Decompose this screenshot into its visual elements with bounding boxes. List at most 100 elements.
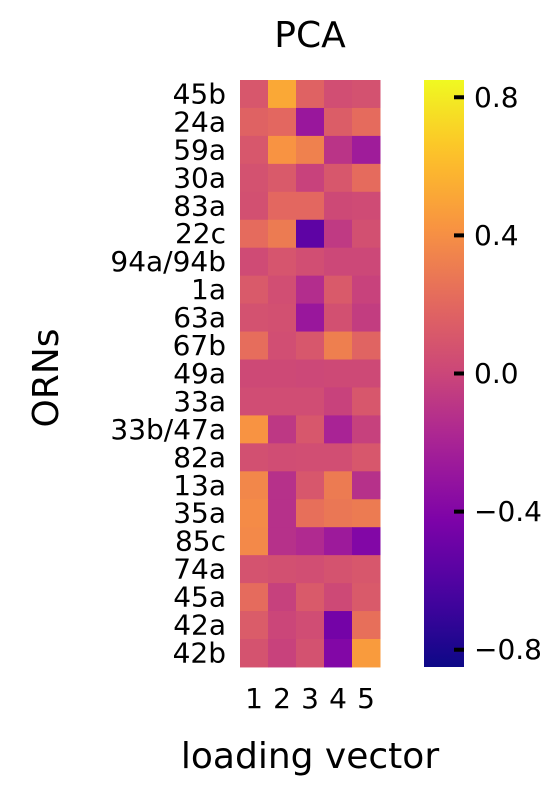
heatmap-cell [268,219,297,249]
heatmap-cell [296,303,325,333]
x-axis-label: loading vector [181,736,439,777]
heatmap-cell [268,611,297,640]
heatmap-cell [352,219,381,249]
heatmap-cell [324,639,353,668]
y-tick-label: 33a [173,385,226,418]
heatmap-cell [240,275,269,305]
heatmap-cell [240,107,269,137]
heatmap-cell [296,611,325,640]
heatmap-cell [352,247,381,277]
y-tick-label: 35a [173,497,226,530]
colorbar-tick-label: −0.8 [474,633,542,666]
heatmap-cell [324,163,353,193]
heatmap-cell [352,331,381,360]
heatmap-cell [296,387,325,416]
heatmap-cell [296,331,325,360]
heatmap-cell [268,499,297,528]
heatmap-cell [324,80,353,109]
heatmap-cells [240,80,381,668]
heatmap-cell [352,611,381,640]
heatmap-cell [352,387,381,416]
heatmap-cell [240,387,269,416]
y-tick-label: 59a [173,133,226,166]
heatmap-cell [268,415,297,444]
heatmap-cell [240,163,269,193]
heatmap-cell [352,163,381,193]
heatmap-cell [296,80,325,109]
heatmap-cell [240,639,269,668]
heatmap-cell [324,275,353,305]
y-tick-label: 1a [191,273,226,306]
heatmap-cell [324,359,353,388]
heatmap-cell [240,80,269,109]
heatmap-cell [240,443,269,472]
heatmap-cell [268,80,297,109]
y-tick-label: 42a [173,609,226,642]
heatmap-cell [352,107,381,137]
y-tick-label: 49a [173,357,226,390]
heatmap-cell [352,303,381,333]
y-tick-label: 30a [173,161,226,194]
heatmap-cell [296,443,325,472]
chart-title: PCA [274,15,346,56]
x-tick-label: 3 [301,682,319,715]
heatmap-cell [324,247,353,277]
heatmap-cell [240,247,269,277]
heatmap-cell [268,107,297,137]
y-tick-label: 83a [173,189,226,222]
heatmap-cell [268,387,297,416]
heatmap-cell [296,471,325,500]
heatmap-cell [324,555,353,584]
y-tick-label: 74a [173,553,226,586]
y-tick-label: 42b [173,636,226,669]
x-tick-label: 4 [329,682,347,715]
heatmap-cell [324,107,353,137]
heatmap-cell [240,583,269,612]
colorbar-ticks: −0.8 −0.4 0.0 0.4 0.8 [454,81,542,666]
heatmap-cell [240,471,269,500]
heatmap-cell [324,219,353,249]
heatmap-cell [268,527,297,556]
x-tick-label: 1 [245,682,263,715]
heatmap-cell [268,555,297,584]
heatmap-cell [352,583,381,612]
heatmap-cell [352,527,381,556]
heatmap-cell [268,331,297,360]
heatmap-cell [352,499,381,528]
heatmap-cell [324,303,353,333]
y-tick-label: 22c [175,217,226,250]
heatmap-cell [268,191,297,221]
heatmap-cell [296,639,325,668]
y-tick-label: 67b [173,329,226,362]
heatmap-cell [268,359,297,388]
heatmap-cell [240,359,269,388]
heatmap-cell [324,135,353,165]
y-tick-label: 63a [173,301,226,334]
colorbar-tick-label: 0.4 [474,219,519,252]
heatmap-cell [296,191,325,221]
heatmap-cell [352,80,381,109]
colorbar-tick-label: 0.0 [474,357,519,390]
heatmap-cell [352,275,381,305]
heatmap-cell [268,275,297,305]
heatmap-cell [268,303,297,333]
heatmap-cell [296,163,325,193]
heatmap-cell [324,583,353,612]
y-tick-labels: 45b24a59a30a83a22c94a/94b1a63a67b49a33a3… [110,77,226,669]
heatmap-cell [240,611,269,640]
y-tick-label: 85c [175,525,226,558]
heatmap-cell [324,331,353,360]
heatmap-cell [268,639,297,668]
heatmap-cell [352,471,381,500]
colorbar-tick-label: −0.4 [474,495,542,528]
heatmap-cell [324,499,353,528]
heatmap-cell [240,331,269,360]
heatmap-cell [296,415,325,444]
heatmap-cell [324,471,353,500]
heatmap-cell [324,387,353,416]
heatmap-cell [296,555,325,584]
heatmap-cell [324,611,353,640]
heatmap-cell [268,163,297,193]
heatmap-cell [324,191,353,221]
